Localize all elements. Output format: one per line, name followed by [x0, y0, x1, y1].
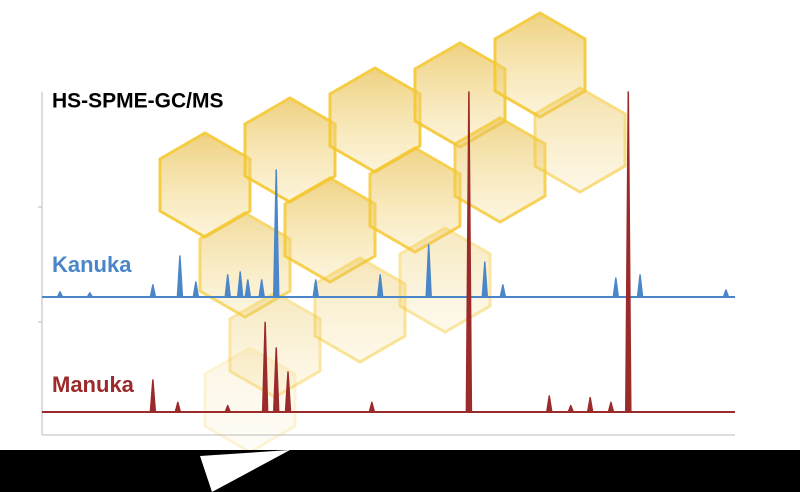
honeycomb-cell — [533, 86, 627, 194]
peak — [244, 279, 252, 298]
peak — [192, 281, 200, 298]
peak — [368, 401, 376, 413]
peak — [86, 292, 93, 298]
peak — [636, 274, 644, 298]
peak — [272, 169, 280, 298]
peak — [261, 321, 269, 413]
peak — [376, 274, 384, 298]
peak — [625, 91, 632, 413]
peak — [149, 379, 157, 413]
peak — [258, 279, 265, 298]
peak — [224, 274, 231, 298]
peak — [284, 371, 292, 413]
peak — [425, 244, 432, 298]
peak — [722, 289, 730, 298]
peak — [465, 91, 473, 413]
peak — [607, 401, 615, 413]
footer-notch — [200, 450, 290, 492]
peak — [481, 261, 489, 298]
peak — [499, 284, 507, 298]
peak — [546, 395, 553, 413]
peak — [312, 279, 319, 298]
peak — [174, 401, 182, 413]
peak — [236, 271, 244, 298]
footer-band — [0, 450, 800, 492]
peak — [586, 396, 594, 413]
peak — [567, 404, 574, 413]
peak — [56, 291, 64, 298]
peak — [612, 277, 620, 298]
plot-area: Kanuka Manuka — [42, 91, 735, 413]
legend-label: Manuka — [52, 372, 135, 397]
peak — [149, 284, 157, 298]
legend-label: Kanuka — [52, 252, 132, 277]
peak — [224, 404, 231, 413]
chart-title: HS-SPME-GC/MS — [52, 90, 224, 113]
peak — [176, 255, 184, 298]
peak — [272, 347, 280, 413]
honeycomb-background — [158, 11, 627, 454]
